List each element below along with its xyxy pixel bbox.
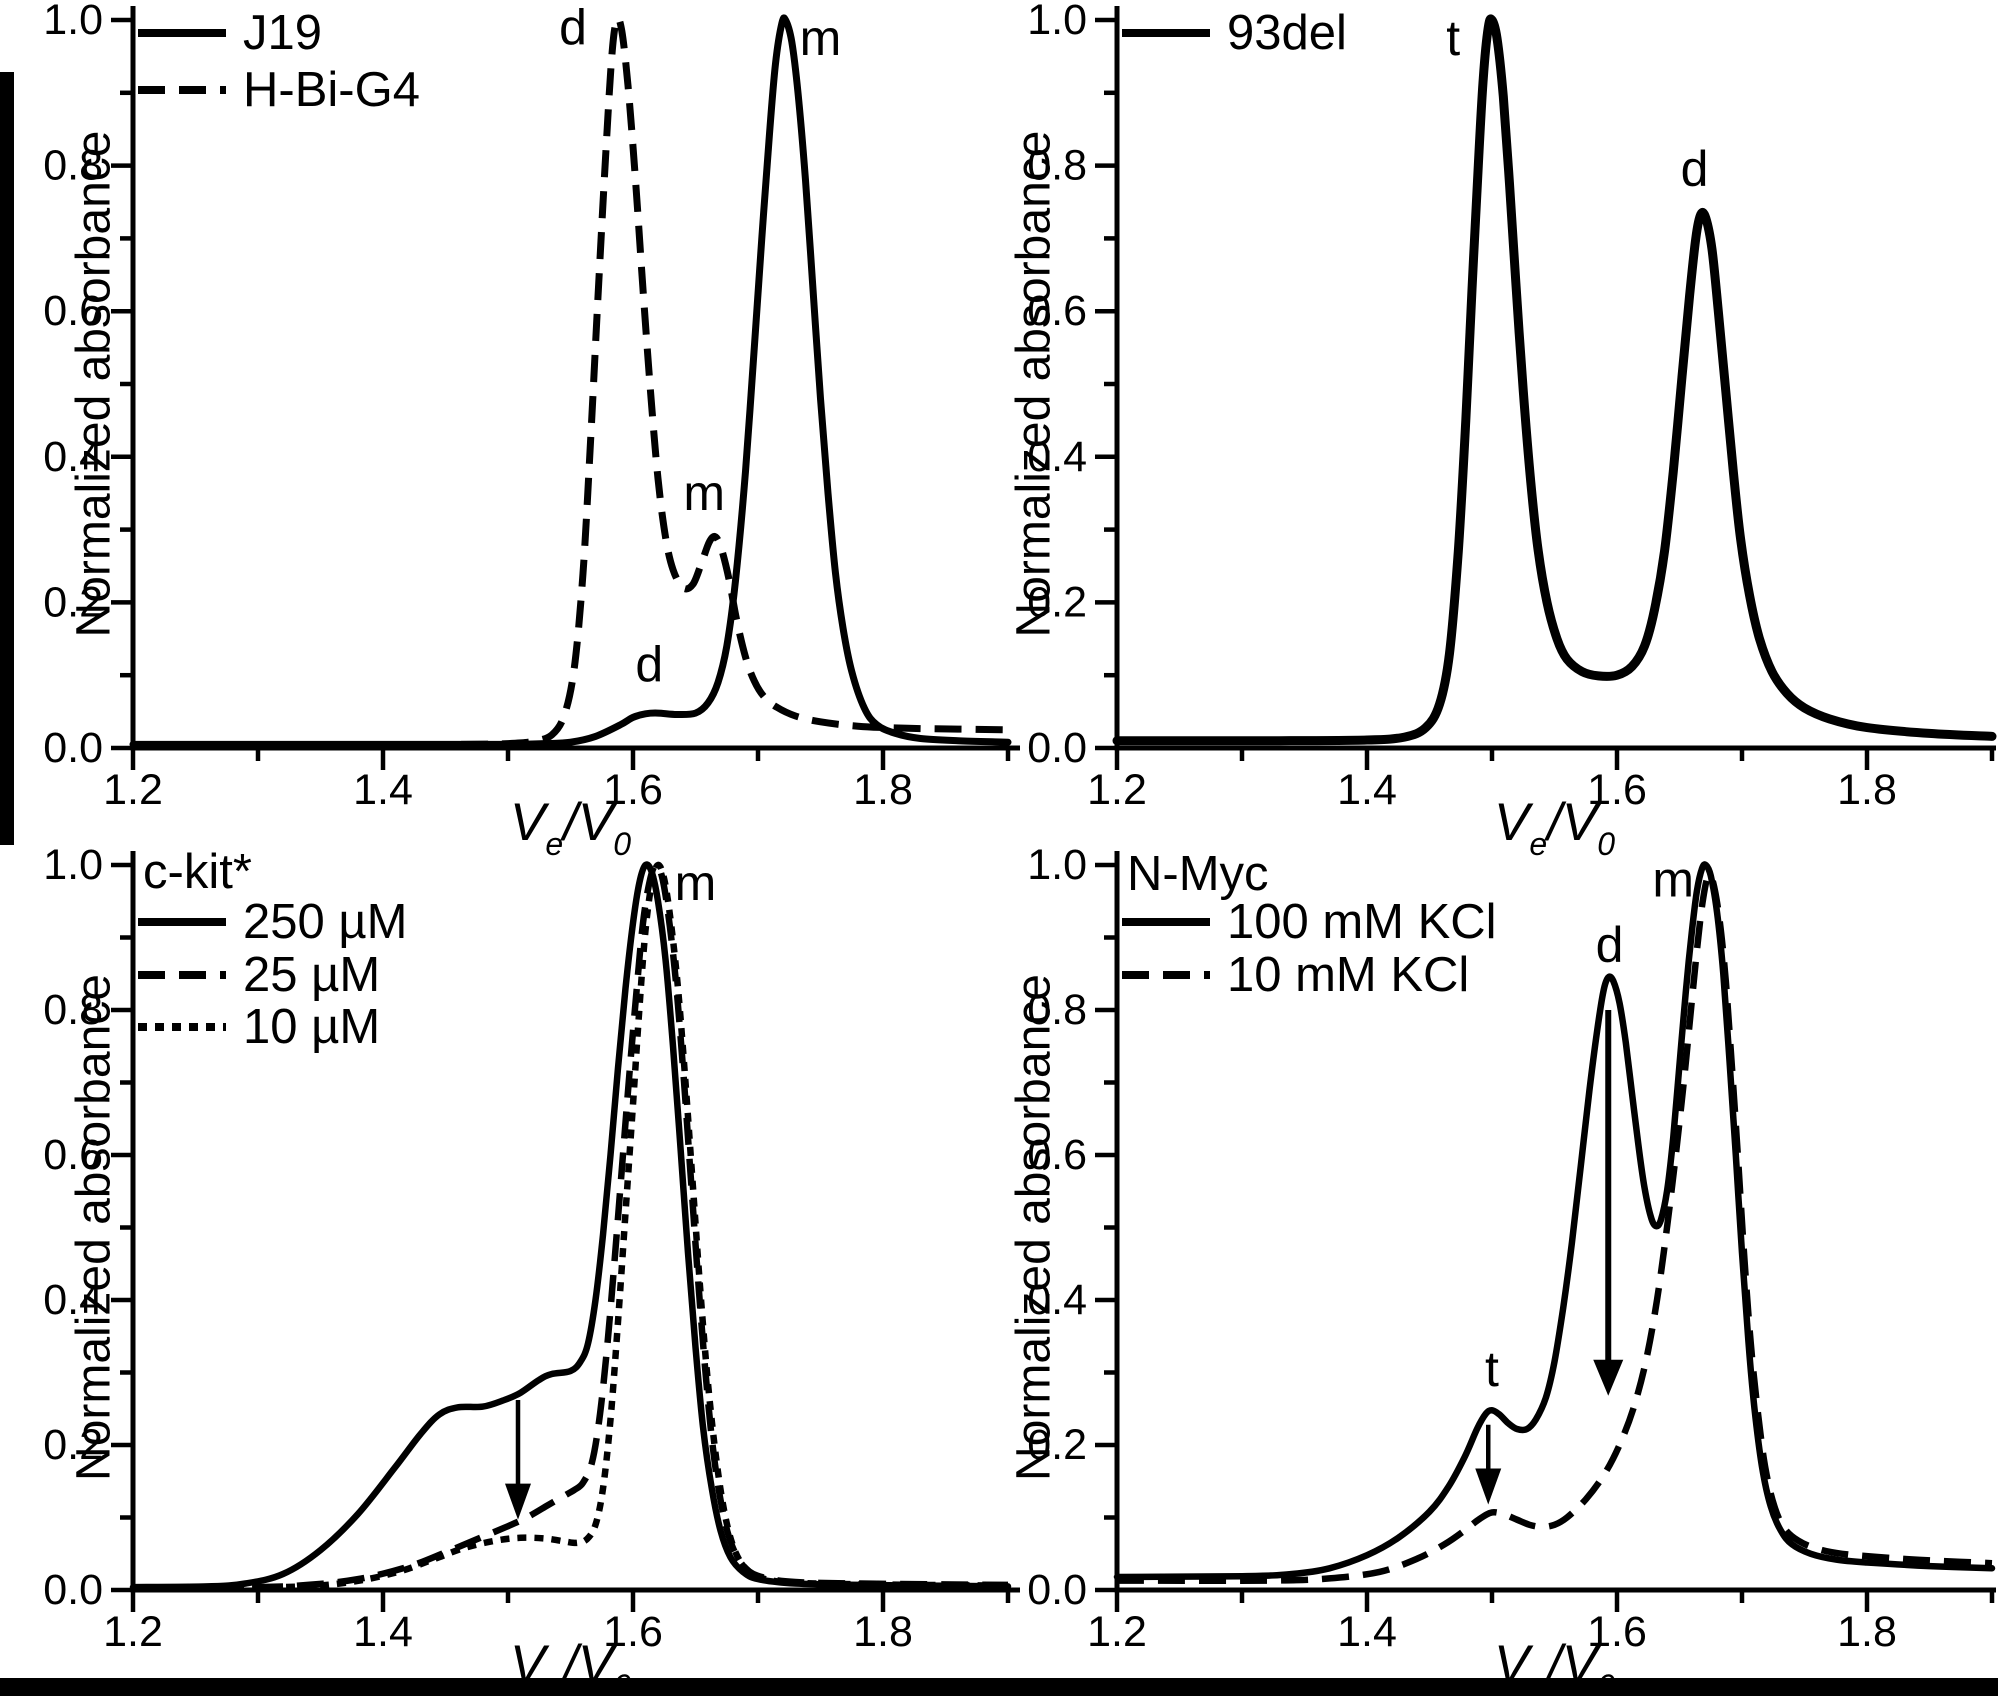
y-tick-label: 0.4 <box>43 433 103 481</box>
panel-title-bottom-right: N-Myc <box>1127 847 1269 901</box>
y-tick-label: 0.2 <box>43 1421 103 1469</box>
panel-title-bottom-left: c-kit* <box>143 845 252 899</box>
x-tick-label: 1.6 <box>1587 766 1647 814</box>
peak-label-m: m <box>1652 852 1694 908</box>
arrow-head <box>505 1483 531 1520</box>
x-tick-label: 1.4 <box>353 766 413 814</box>
peak-label-d: d <box>1681 141 1709 197</box>
panel-bottom-left: 1.2 1.4 1.6 1.8 0.0 0.2 0.4 0.6 0.8 1.0 c-kit*250 … <box>43 841 1020 1696</box>
panel-top-right: 1.2 1.4 1.6 1.8 0.0 0.2 0.4 0.6 0.8 1.0 93del t d Nor… <box>1008 0 1997 862</box>
y-tick-label: 0.4 <box>1027 433 1087 481</box>
legend-label: 25 µM <box>243 948 380 1002</box>
y-tick-label: 0.0 <box>1027 724 1087 772</box>
x-tick-label: 1.6 <box>603 1608 663 1656</box>
x-tick-label: 1.4 <box>1337 766 1397 814</box>
peak-label-d: d <box>635 636 663 692</box>
curve-J19 <box>129 14 1012 748</box>
peak-label-d: d <box>1596 917 1624 973</box>
peak-label-m: m <box>800 10 842 66</box>
y-tick-label: 0.4 <box>43 1276 103 1324</box>
x-tick-label: 1.2 <box>103 1608 163 1656</box>
y-tick-label: 0.6 <box>1027 1131 1087 1179</box>
x-tick-label: 1.2 <box>1087 766 1147 814</box>
curve-10-mM-KCl <box>1116 871 1993 1584</box>
peak-label-m: m <box>683 465 725 521</box>
peak-label-d: d <box>559 0 587 55</box>
crop-bar-bottom <box>0 1678 1998 1696</box>
y-tick-label: 1.0 <box>43 841 103 889</box>
legend-label: J19 <box>243 6 322 60</box>
panel-top-left: 1.2 1.4 1.6 1.8 0.0 0.2 0.4 0.6 0.8 1.0 J19H-Bi-G4… <box>43 0 1020 862</box>
y-axis-title-bottom-left: Normalized absorbance <box>68 974 121 1481</box>
legend-label: 250 µM <box>243 895 407 949</box>
x-tick-label: 1.8 <box>1837 766 1897 814</box>
peak-label-t: t <box>1485 1341 1499 1397</box>
x-tick-label: 1.2 <box>103 766 163 814</box>
y-tick-label: 0.6 <box>43 287 103 335</box>
y-tick-label: 0.8 <box>43 986 103 1034</box>
x-tick-label: 1.6 <box>603 766 663 814</box>
x-tick-label: 1.8 <box>853 766 913 814</box>
y-tick-label: 0.8 <box>1027 986 1087 1034</box>
x-tick-label: 1.4 <box>1337 1608 1397 1656</box>
y-tick-label: 0.8 <box>1027 142 1087 190</box>
curve-93del <box>1112 14 1997 746</box>
legend-label: 100 mM KCl <box>1227 895 1497 949</box>
y-axis-title-top-left: Normalized absorbance <box>68 131 121 638</box>
y-tick-label: 0.6 <box>43 1131 103 1179</box>
arrow-head <box>1593 1359 1624 1396</box>
y-tick-label: 0.0 <box>43 724 103 772</box>
y-tick-label: 0.2 <box>43 578 103 626</box>
curve-25-M <box>132 861 1009 1592</box>
curve-H-Bi-G4 <box>132 14 1009 749</box>
legend-label: 10 µM <box>243 1000 380 1054</box>
y-tick-label: 0.2 <box>1027 578 1087 626</box>
y-tick-label: 0.0 <box>43 1566 103 1614</box>
y-tick-label: 0.6 <box>1027 287 1087 335</box>
x-tick-label: 1.8 <box>853 1608 913 1656</box>
y-axis-title-top-right: Normalized absorbance <box>1008 131 1061 638</box>
y-tick-label: 0.8 <box>43 142 103 190</box>
x-axis-title-top-right: Ve/V0 <box>1494 793 1615 862</box>
y-tick-label: 1.0 <box>43 0 103 44</box>
x-tick-label: 1.6 <box>1587 1608 1647 1656</box>
x-tick-label: 1.2 <box>1087 1608 1147 1656</box>
y-tick-label: 1.0 <box>1027 0 1087 44</box>
legend-label: 93del <box>1227 6 1347 60</box>
x-axis-title-top-left: Ve/V0 <box>510 793 631 862</box>
y-tick-label: 1.0 <box>1027 841 1087 889</box>
y-tick-label: 0.2 <box>1027 1421 1087 1469</box>
legend-label: H-Bi-G4 <box>243 63 420 117</box>
y-tick-label: 0.0 <box>1027 1566 1087 1614</box>
crop-bar-left <box>0 72 14 845</box>
x-tick-label: 1.4 <box>353 1608 413 1656</box>
peak-label-m: m <box>675 855 717 911</box>
y-tick-label: 0.4 <box>1027 1276 1087 1324</box>
y-axis-title-bottom-right: Normalized absorbance <box>1008 974 1061 1481</box>
peak-label-t: t <box>1446 10 1460 66</box>
x-tick-label: 1.8 <box>1837 1608 1897 1656</box>
legend-label: 10 mM KCl <box>1227 948 1469 1002</box>
arrow-head <box>1475 1468 1502 1505</box>
curve-250-M <box>129 861 1012 1591</box>
